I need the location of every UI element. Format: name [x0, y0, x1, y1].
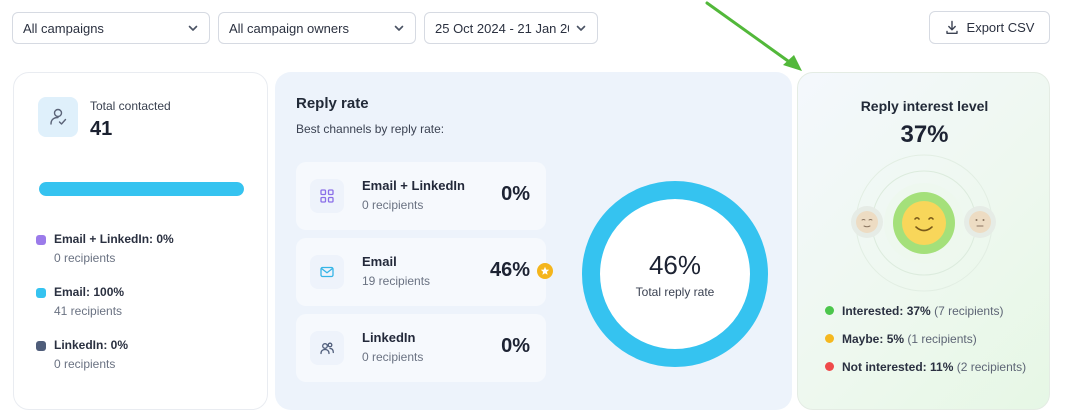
- interest-legend-interested: Interested: 37% (7 recipients): [825, 304, 1003, 318]
- total-reply-rate-ring: 46% Total reply rate: [582, 181, 768, 367]
- reply-channel-recipients: 0 recipients: [362, 350, 424, 364]
- chevron-down-icon: [394, 25, 404, 31]
- people-icon: [310, 331, 344, 365]
- reply-channel-name: Email: [362, 254, 397, 269]
- reply-channel-row-linkedin: LinkedIn 0 recipients 0%: [296, 314, 546, 382]
- best-channel-star-icon: [537, 263, 553, 279]
- reply-rate-card: Reply rate Best channels by reply rate: …: [275, 72, 792, 410]
- campaign-filter-select[interactable]: All campaigns: [12, 12, 210, 44]
- channel-recipients: 0 recipients: [54, 357, 116, 371]
- channel-recipients: 0 recipients: [54, 251, 116, 265]
- owner-filter-value: All campaign owners: [229, 20, 349, 36]
- channel-name: Email + LinkedIn: 0%: [54, 232, 174, 246]
- interest-legend-not-interested: Not interested: 11% (2 recipients): [825, 360, 1026, 374]
- channel-item-email-linkedin: Email + LinkedIn: 0% 0 recipients: [36, 232, 174, 265]
- reply-channel-recipients: 19 recipients: [362, 274, 431, 288]
- interest-legend-maybe: Maybe: 5% (1 recipients): [825, 332, 977, 346]
- channel-color-dot: [36, 288, 46, 298]
- export-csv-button[interactable]: Export CSV: [929, 11, 1050, 44]
- download-icon: [945, 20, 958, 34]
- total-reply-rate-label: Total reply rate: [635, 284, 715, 299]
- channel-distribution-fill: [39, 182, 244, 196]
- legend-dot: [825, 306, 834, 315]
- reply-interest-value: 37%: [900, 121, 949, 148]
- channel-color-dot: [36, 341, 46, 351]
- chevron-down-icon: [188, 25, 198, 31]
- channel-item-linkedin: LinkedIn: 0% 0 recipients: [36, 338, 128, 371]
- legend-label: Interested:: [842, 304, 904, 318]
- reply-interest-title: Reply interest level: [860, 98, 989, 114]
- reply-channel-recipients: 0 recipients: [362, 198, 424, 212]
- channel-recipients: 41 recipients: [54, 304, 123, 318]
- total-reply-rate-value: 46%: [648, 249, 702, 280]
- neutral-face-icon: [851, 206, 883, 238]
- reply-channel-percent: 0%: [501, 335, 530, 357]
- reply-rate-title: Reply rate: [296, 95, 369, 112]
- campaign-filter-value: All campaigns: [23, 20, 104, 36]
- legend-label: Maybe:: [842, 332, 884, 346]
- total-contacted-value: 41: [90, 118, 113, 140]
- legend-recipients: (2 recipients): [956, 360, 1027, 374]
- reply-channel-row-email-linkedin: Email + LinkedIn 0 recipients 0%: [296, 162, 546, 230]
- user-check-icon: [38, 97, 78, 137]
- legend-dot: [825, 362, 834, 371]
- channel-name: Email: 100%: [54, 285, 125, 299]
- legend-dot: [825, 334, 834, 343]
- mail-icon: [310, 255, 344, 289]
- legend-recipients: (1 recipients): [907, 332, 977, 346]
- reply-channel-row-email: Email 19 recipients 46%: [296, 238, 546, 306]
- channel-distribution-bar: [39, 182, 244, 196]
- reply-interest-card: Reply interest level 37% Interested: 37%…: [797, 72, 1050, 410]
- arrow-annotation-icon: [705, 1, 802, 71]
- neutral-face-icon: [964, 206, 996, 238]
- date-range-select[interactable]: 25 Oct 2024 - 21 Jan 2025: [424, 12, 598, 44]
- legend-value: 37%: [906, 304, 931, 318]
- reply-channel-percent: 46%: [489, 259, 530, 281]
- reply-channel-name: Email + LinkedIn: [362, 178, 465, 193]
- channel-item-email: Email: 100% 41 recipients: [36, 285, 124, 318]
- happy-face-icon: [893, 192, 955, 254]
- legend-recipients: (7 recipients): [934, 304, 1004, 318]
- legend-label: Not interested:: [842, 360, 927, 374]
- reply-channel-name: LinkedIn: [362, 330, 416, 345]
- total-contacted-label: Total contacted: [90, 99, 171, 113]
- channel-name: LinkedIn: 0%: [54, 338, 129, 352]
- grid-icon: [310, 179, 344, 213]
- campaign-owner-filter-select[interactable]: All campaign owners: [218, 12, 416, 44]
- legend-value: 5%: [886, 332, 905, 346]
- date-range-value: 25 Oct 2024 - 21 Jan 2025: [435, 20, 569, 36]
- reply-channel-percent: 0%: [501, 183, 530, 205]
- interest-emoji-orbit: [851, 154, 996, 292]
- total-contacted-card: Total contacted 41 Email + LinkedIn: 0% …: [13, 72, 268, 410]
- export-csv-label: Export CSV: [966, 20, 1035, 35]
- channel-color-dot: [36, 235, 46, 245]
- chevron-down-icon: [576, 25, 586, 31]
- legend-value: 11%: [930, 360, 954, 374]
- reply-rate-subtitle: Best channels by reply rate:: [296, 122, 445, 136]
